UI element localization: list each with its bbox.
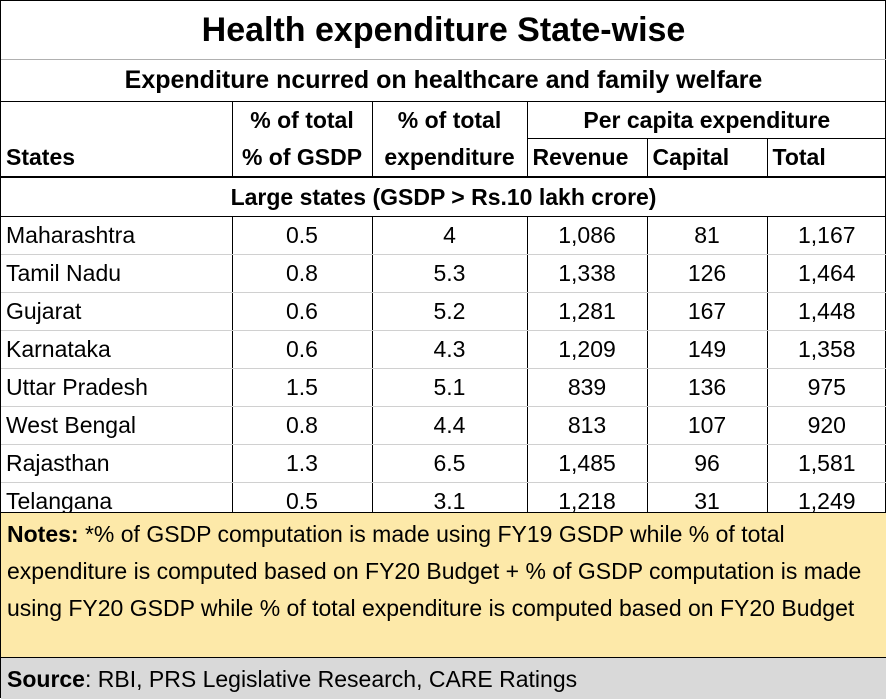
header-gsdp-line1: % of total <box>231 101 372 139</box>
header-states: States <box>1 138 232 178</box>
expenditure-cell: 6.5 <box>371 444 527 483</box>
expenditure-cell: 5.1 <box>371 368 527 407</box>
expenditure-cell: 4.3 <box>371 330 527 369</box>
expenditure-cell: 4 <box>371 216 527 255</box>
header-capital: Capital <box>646 138 767 178</box>
header-total: Total <box>766 138 887 178</box>
table-row: Rajasthan 1.3 6.5 1,485 96 1,581 <box>1 444 887 483</box>
table-row: Gujarat 0.6 5.2 1,281 167 1,448 <box>1 292 887 331</box>
source-box: Source: RBI, PRS Legislative Research, C… <box>1 657 886 699</box>
state-cell: Karnataka <box>1 330 232 369</box>
gsdp-cell: 0.6 <box>231 292 372 331</box>
table-row: Uttar Pradesh 1.5 5.1 839 136 975 <box>1 368 887 407</box>
capital-cell: 167 <box>646 292 767 331</box>
table-row: Tamil Nadu 0.8 5.3 1,338 126 1,464 <box>1 254 887 293</box>
total-cell: 975 <box>766 368 887 407</box>
header-cell-empty <box>1 101 232 139</box>
expenditure-cell: 4.4 <box>371 406 527 445</box>
gsdp-cell: 0.8 <box>231 254 372 293</box>
capital-cell: 107 <box>646 406 767 445</box>
capital-cell: 96 <box>646 444 767 483</box>
header-revenue: Revenue <box>526 138 647 178</box>
total-cell: 1,464 <box>766 254 887 293</box>
revenue-cell: 1,485 <box>526 444 647 483</box>
revenue-cell: 1,086 <box>526 216 647 255</box>
page-subtitle: Expenditure ncurred on healthcare and fa… <box>124 65 763 94</box>
total-cell: 920 <box>766 406 887 445</box>
state-cell: Rajasthan <box>1 444 232 483</box>
page-title: Health expenditure State-wise <box>1 1 886 60</box>
header-per-capita-group: Per capita expenditure <box>526 101 887 139</box>
capital-cell: 126 <box>646 254 767 293</box>
total-cell: 1,581 <box>766 444 887 483</box>
state-cell: West Bengal <box>1 406 232 445</box>
gsdp-cell: 1.3 <box>231 444 372 483</box>
notes-text: *% of GSDP computation is made using FY1… <box>7 521 862 621</box>
table-row: Maharashtra 0.5 4 1,086 81 1,167 <box>1 216 887 255</box>
total-cell: 1,167 <box>766 216 887 255</box>
revenue-cell: 1,338 <box>526 254 647 293</box>
revenue-cell: 813 <box>526 406 647 445</box>
capital-cell: 81 <box>646 216 767 255</box>
total-cell: 1,358 <box>766 330 887 369</box>
table-row: West Bengal 0.8 4.4 813 107 920 <box>1 406 887 445</box>
notes-box: Notes: *% of GSDP computation is made us… <box>1 512 886 657</box>
revenue-cell: 1,209 <box>526 330 647 369</box>
state-cell: Maharashtra <box>1 216 232 255</box>
table-row: Karnataka 0.6 4.3 1,209 149 1,358 <box>1 330 887 369</box>
expenditure-table: % of total % of total Per capita expendi… <box>1 101 887 520</box>
state-cell: Uttar Pradesh <box>1 368 232 407</box>
gsdp-cell: 1.5 <box>231 368 372 407</box>
header-expenditure-line2: expenditure <box>371 138 527 178</box>
revenue-cell: 839 <box>526 368 647 407</box>
header-gsdp-line2: % of GSDP <box>231 138 372 178</box>
state-cell: Gujarat <box>1 292 232 331</box>
state-cell: Tamil Nadu <box>1 254 232 293</box>
notes-label: Notes: <box>7 521 79 547</box>
source-label: Source <box>7 666 85 692</box>
expenditure-cell: 5.3 <box>371 254 527 293</box>
capital-cell: 149 <box>646 330 767 369</box>
header-row-1: % of total % of total Per capita expendi… <box>1 101 887 139</box>
source-text: : RBI, PRS Legislative Research, CARE Ra… <box>84 666 578 692</box>
header-expenditure-line1: % of total <box>371 101 527 139</box>
total-cell: 1,448 <box>766 292 887 331</box>
capital-cell: 136 <box>646 368 767 407</box>
gsdp-cell: 0.5 <box>231 216 372 255</box>
state-cell: Telangana <box>6 488 113 514</box>
header-row-2: States % of GSDP expenditure Revenue Cap… <box>1 138 887 178</box>
revenue-cell: 1,281 <box>526 292 647 331</box>
gsdp-cell: 0.6 <box>231 330 372 369</box>
gsdp-cell: 0.8 <box>231 406 372 445</box>
section-label: Large states (GSDP > Rs.10 lakh crore) <box>1 177 887 217</box>
expenditure-cell: 5.2 <box>371 292 527 331</box>
section-row: Large states (GSDP > Rs.10 lakh crore) <box>1 177 887 217</box>
